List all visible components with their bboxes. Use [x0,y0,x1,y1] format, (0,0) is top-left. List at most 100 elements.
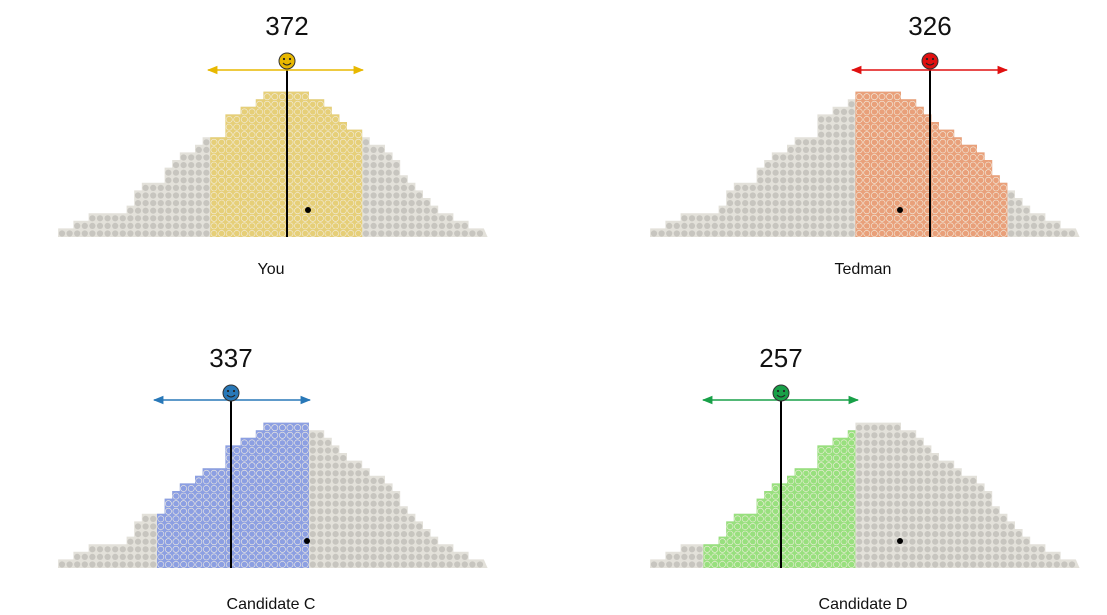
voter-dot [324,123,332,131]
voter-dot [871,146,878,154]
voter-dot [711,230,718,237]
voter-dot [1008,200,1015,207]
voter-dot [233,192,241,199]
voter-dot [271,424,279,432]
voter-dot [195,184,202,191]
voter-dot [370,523,377,530]
voter-dot [939,169,947,177]
voter-dot [263,146,271,154]
voter-dot [863,176,871,184]
voter-dot [688,222,696,229]
voter-dot [909,100,916,108]
voter-dot [878,222,886,230]
voter-dot [878,184,886,192]
voter-dot [278,538,286,546]
voter-dot [142,553,149,561]
voter-dot [840,207,848,214]
voter-dot [901,531,908,538]
voter-dot [894,470,901,477]
voter-dot [332,123,339,131]
voter-dot [332,176,339,184]
voter-dot [1046,553,1053,561]
voter-dot [294,545,301,553]
voter-dot [1046,230,1053,237]
voter-dot [749,184,756,191]
voter-dot [932,561,939,568]
voter-dot [901,192,909,199]
voter-dot [863,455,870,462]
voter-dot [263,199,271,207]
voter-dot [863,439,870,446]
voter-dot [316,108,324,116]
voter-dot [362,553,370,561]
covered-region [855,91,1008,237]
voter-dot [848,146,855,153]
voter-dot [916,470,924,477]
voter-dot [150,207,157,214]
voter-dot [741,530,749,538]
voter-dot [848,485,855,492]
voter-dot [263,222,271,230]
voter-dot [893,169,901,177]
voter-dot [301,515,309,523]
voter-dot [309,477,316,484]
voter-dot [916,531,924,538]
candidate-label: Tedman [835,261,892,278]
voter-dot [787,538,795,546]
voter-dot [362,177,370,184]
voter-marker [305,207,311,213]
voter-dot [871,500,878,507]
voter-dot [423,553,430,561]
voter-dot [233,515,241,523]
voter-dot [848,222,855,229]
voter-dot [992,538,1000,545]
voter-dot [286,515,294,523]
voter-dot [431,222,438,229]
voter-dot [795,515,802,523]
voter-dot [863,485,870,492]
voter-dot [901,214,909,222]
voter-dot [278,230,286,237]
voter-dot [362,184,370,191]
voter-dot [977,531,984,538]
voter-dot [894,508,901,515]
voter-dot [939,500,946,507]
voter-marker [304,538,310,544]
voter-dot [294,538,301,546]
voter-dot [278,192,286,199]
voter-dot [992,546,1000,553]
voter-dot [749,538,757,546]
voter-dot [863,462,870,469]
voter-dot [924,561,931,568]
voter-dot [696,553,703,561]
voter-dot [1023,207,1030,214]
voter-dot [294,131,301,139]
voter-dot [164,500,172,508]
voter-dot [818,215,825,222]
voter-dot [370,177,377,184]
voter-dot [476,561,484,568]
voter-dot [454,230,461,237]
voter-dot [301,192,309,199]
voter-dot [446,215,453,222]
voter-dot [248,462,256,470]
voter-dot [977,561,984,568]
voter-dot [894,531,901,538]
voter-dot [317,515,324,523]
voter-dot [802,169,810,176]
voter-dot [294,500,301,508]
voter-dot [1015,215,1022,222]
voter-dot [309,176,317,184]
voter-dot [316,138,324,146]
voter-dot [202,469,210,477]
voter-dot [195,523,203,530]
voter-dot [225,230,233,237]
voter-dot [256,192,263,199]
voter-dot [362,207,370,214]
voter-dot [954,523,962,530]
voter-dot [909,108,916,116]
voter-dot [324,161,332,169]
voter-dot [795,469,802,477]
voter-dot [127,553,134,561]
voter-dot [96,230,104,237]
